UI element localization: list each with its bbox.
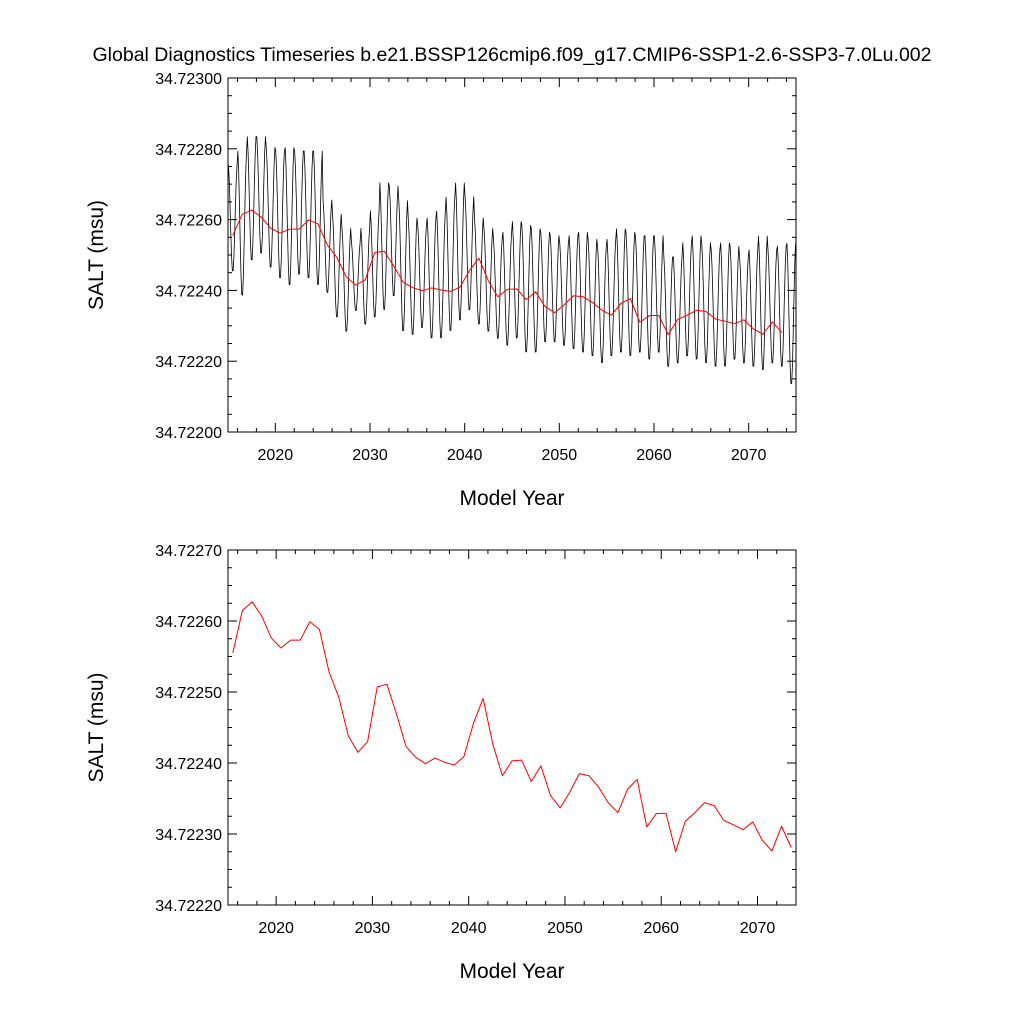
annual-mean-salt-series-line xyxy=(232,209,783,336)
y-tick-label: 34.72230 xyxy=(155,827,222,844)
bottom-annual-mean-chart: 2020 2030 2040 2050 2060 2070 34.72220 34.72230… xyxy=(85,543,797,983)
x-tick-label: 2030 xyxy=(352,447,388,464)
y-tick-label: 34.72240 xyxy=(155,756,222,773)
y-tick-label: 34.72300 xyxy=(155,71,222,88)
y-tick-label: 34.72200 xyxy=(155,425,222,442)
x-axis-title: Model Year xyxy=(459,487,564,510)
x-tick-label: 2070 xyxy=(740,920,776,937)
y-tick-label: 34.72260 xyxy=(155,614,222,631)
annual-mean-salt-series-line xyxy=(232,601,792,853)
x-tick-label: 2040 xyxy=(451,920,487,937)
page-title: Global Diagnostics Timeseries b.e21.BSSP… xyxy=(92,44,932,66)
x-tick-label: 2030 xyxy=(355,920,391,937)
x-tick-label: 2060 xyxy=(636,447,672,464)
y-tick-label: 34.72220 xyxy=(155,354,222,371)
y-tick-label: 34.72270 xyxy=(155,543,222,560)
x-axis-title: Model Year xyxy=(459,960,564,983)
x-tick-label: 2020 xyxy=(258,447,294,464)
x-tick-label: 2060 xyxy=(643,920,679,937)
y-tick-label: 34.72260 xyxy=(155,213,222,230)
x-tick-label: 2040 xyxy=(447,447,483,464)
x-tick-label: 2050 xyxy=(542,447,578,464)
y-tick-label: 34.72280 xyxy=(155,142,222,159)
plot-frame xyxy=(227,77,797,433)
x-tick-label: 2050 xyxy=(547,920,583,937)
y-tick-label: 34.72250 xyxy=(155,685,222,702)
y-tick-label: 34.72240 xyxy=(155,283,222,300)
top-timeseries-chart: 2020 2030 2040 2050 2060 2070 34.72200 34.72220… xyxy=(85,71,797,510)
plot-frame xyxy=(227,549,797,906)
y-axis-title: SALT (msu) xyxy=(85,672,108,782)
y-axis-title: SALT (msu) xyxy=(85,200,108,310)
monthly-salt-series-line xyxy=(228,136,796,384)
x-tick-label: 2020 xyxy=(258,920,294,937)
y-tick-label: 34.72220 xyxy=(155,898,222,915)
x-tick-label: 2070 xyxy=(731,447,767,464)
